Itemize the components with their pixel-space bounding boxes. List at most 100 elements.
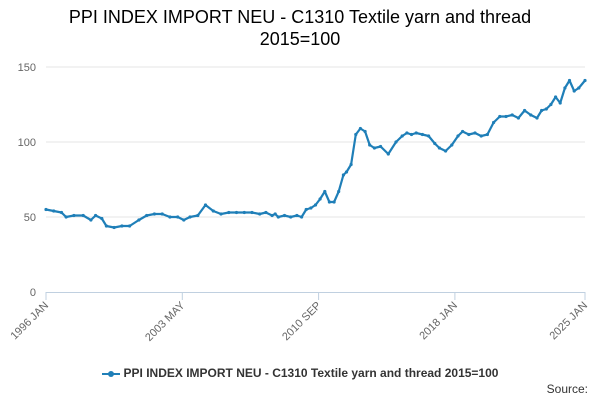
- data-point: [168, 215, 172, 219]
- legend[interactable]: PPI INDEX IMPORT NEU - C1310 Textile yar…: [0, 366, 600, 380]
- data-point: [137, 218, 141, 222]
- data-point: [535, 116, 539, 120]
- data-point: [544, 107, 548, 111]
- data-point: [234, 210, 239, 215]
- data-point: [176, 215, 180, 219]
- data-point: [479, 134, 483, 138]
- data-point: [282, 213, 287, 218]
- data-point: [414, 131, 418, 135]
- data-point: [437, 146, 441, 150]
- data-point: [567, 78, 572, 83]
- data-point: [354, 132, 358, 137]
- data-point: [516, 116, 521, 120]
- data-point: [492, 120, 496, 125]
- data-point: [510, 113, 514, 117]
- x-tick-label: 2003 MAY: [143, 299, 188, 344]
- data-point: [152, 212, 156, 216]
- data-point: [504, 114, 508, 119]
- data-point: [44, 207, 48, 212]
- y-tick-label: 150: [18, 62, 36, 74]
- data-point: [304, 207, 308, 212]
- data-point: [572, 89, 576, 93]
- data-point: [409, 132, 414, 137]
- data-point: [337, 189, 341, 194]
- data-point: [323, 189, 327, 194]
- data-point: [386, 152, 390, 156]
- x-tick-label: 2010 SEP: [280, 300, 324, 344]
- data-point: [64, 215, 68, 219]
- x-axis: 1996 JAN 2003 MAY 2010 SEP 2018 JAN 2025 JAN: [8, 292, 590, 344]
- data-point: [273, 212, 277, 216]
- data-point: [344, 170, 349, 174]
- x-tick-label: 2018 JAN: [417, 300, 460, 343]
- data-point: [563, 86, 567, 90]
- data-point: [313, 203, 318, 207]
- data-point: [100, 216, 104, 221]
- data-point: [461, 129, 465, 134]
- data-point: [473, 131, 477, 135]
- data-point: [219, 212, 223, 216]
- grid-lines: [46, 66, 585, 218]
- data-point: [420, 132, 424, 137]
- data-point: [523, 108, 527, 113]
- data-point: [529, 113, 533, 117]
- data-point: [309, 206, 313, 210]
- x-tick-label: 1996 JAN: [8, 300, 51, 343]
- data-point: [112, 225, 116, 230]
- data-point: [363, 129, 367, 134]
- data-point: [318, 197, 322, 201]
- source-label: Source:: [546, 382, 588, 396]
- data-point: [368, 143, 372, 147]
- data-point: [554, 95, 558, 99]
- data-point: [400, 134, 404, 138]
- chart-title: PPI INDEX IMPORT NEU - C1310 Textile yar…: [0, 6, 600, 50]
- data-point: [405, 131, 409, 135]
- chart-title-line1: PPI INDEX IMPORT NEU - C1310 Textile yar…: [68, 7, 532, 27]
- data-point: [188, 215, 192, 219]
- data-point: [433, 141, 437, 146]
- data-point: [270, 213, 274, 218]
- data-point: [485, 132, 489, 137]
- series-layer: [44, 78, 587, 230]
- chart-title-line2: 2015=100: [259, 29, 341, 49]
- y-axis-ticks: 0 50 100 150: [18, 62, 36, 299]
- y-tick-label: 50: [24, 212, 36, 224]
- data-point: [295, 213, 299, 218]
- data-point: [211, 209, 215, 213]
- data-point: [540, 108, 544, 113]
- data-point: [379, 144, 383, 149]
- data-point: [128, 224, 132, 228]
- data-point: [145, 213, 149, 218]
- data-point: [120, 224, 124, 228]
- data-point: [264, 210, 268, 215]
- data-point: [160, 212, 164, 216]
- y-tick-label: 0: [30, 287, 36, 299]
- data-point: [327, 200, 331, 204]
- data-point: [52, 209, 56, 213]
- data-point: [549, 102, 553, 107]
- data-point: [289, 215, 293, 219]
- data-point: [258, 212, 262, 216]
- data-point: [394, 140, 398, 144]
- data-point: [250, 210, 254, 215]
- data-point: [81, 213, 85, 218]
- data-point: [341, 173, 345, 177]
- data-point: [427, 134, 431, 138]
- data-point: [300, 215, 304, 219]
- data-point: [89, 218, 93, 222]
- data-point: [349, 162, 353, 167]
- data-point: [444, 149, 448, 153]
- legend-line-icon: [101, 369, 120, 379]
- data-point: [104, 224, 108, 228]
- data-point: [332, 200, 336, 204]
- data-point: [467, 132, 471, 137]
- data-point: [59, 210, 64, 215]
- data-point: [372, 146, 376, 150]
- data-point: [196, 213, 200, 218]
- data-point: [276, 215, 280, 219]
- x-tick-label: 2025 JAN: [547, 300, 590, 343]
- y-tick-label: 100: [18, 137, 36, 149]
- data-point: [583, 78, 587, 83]
- legend-label: PPI INDEX IMPORT NEU - C1310 Textile yar…: [123, 366, 499, 380]
